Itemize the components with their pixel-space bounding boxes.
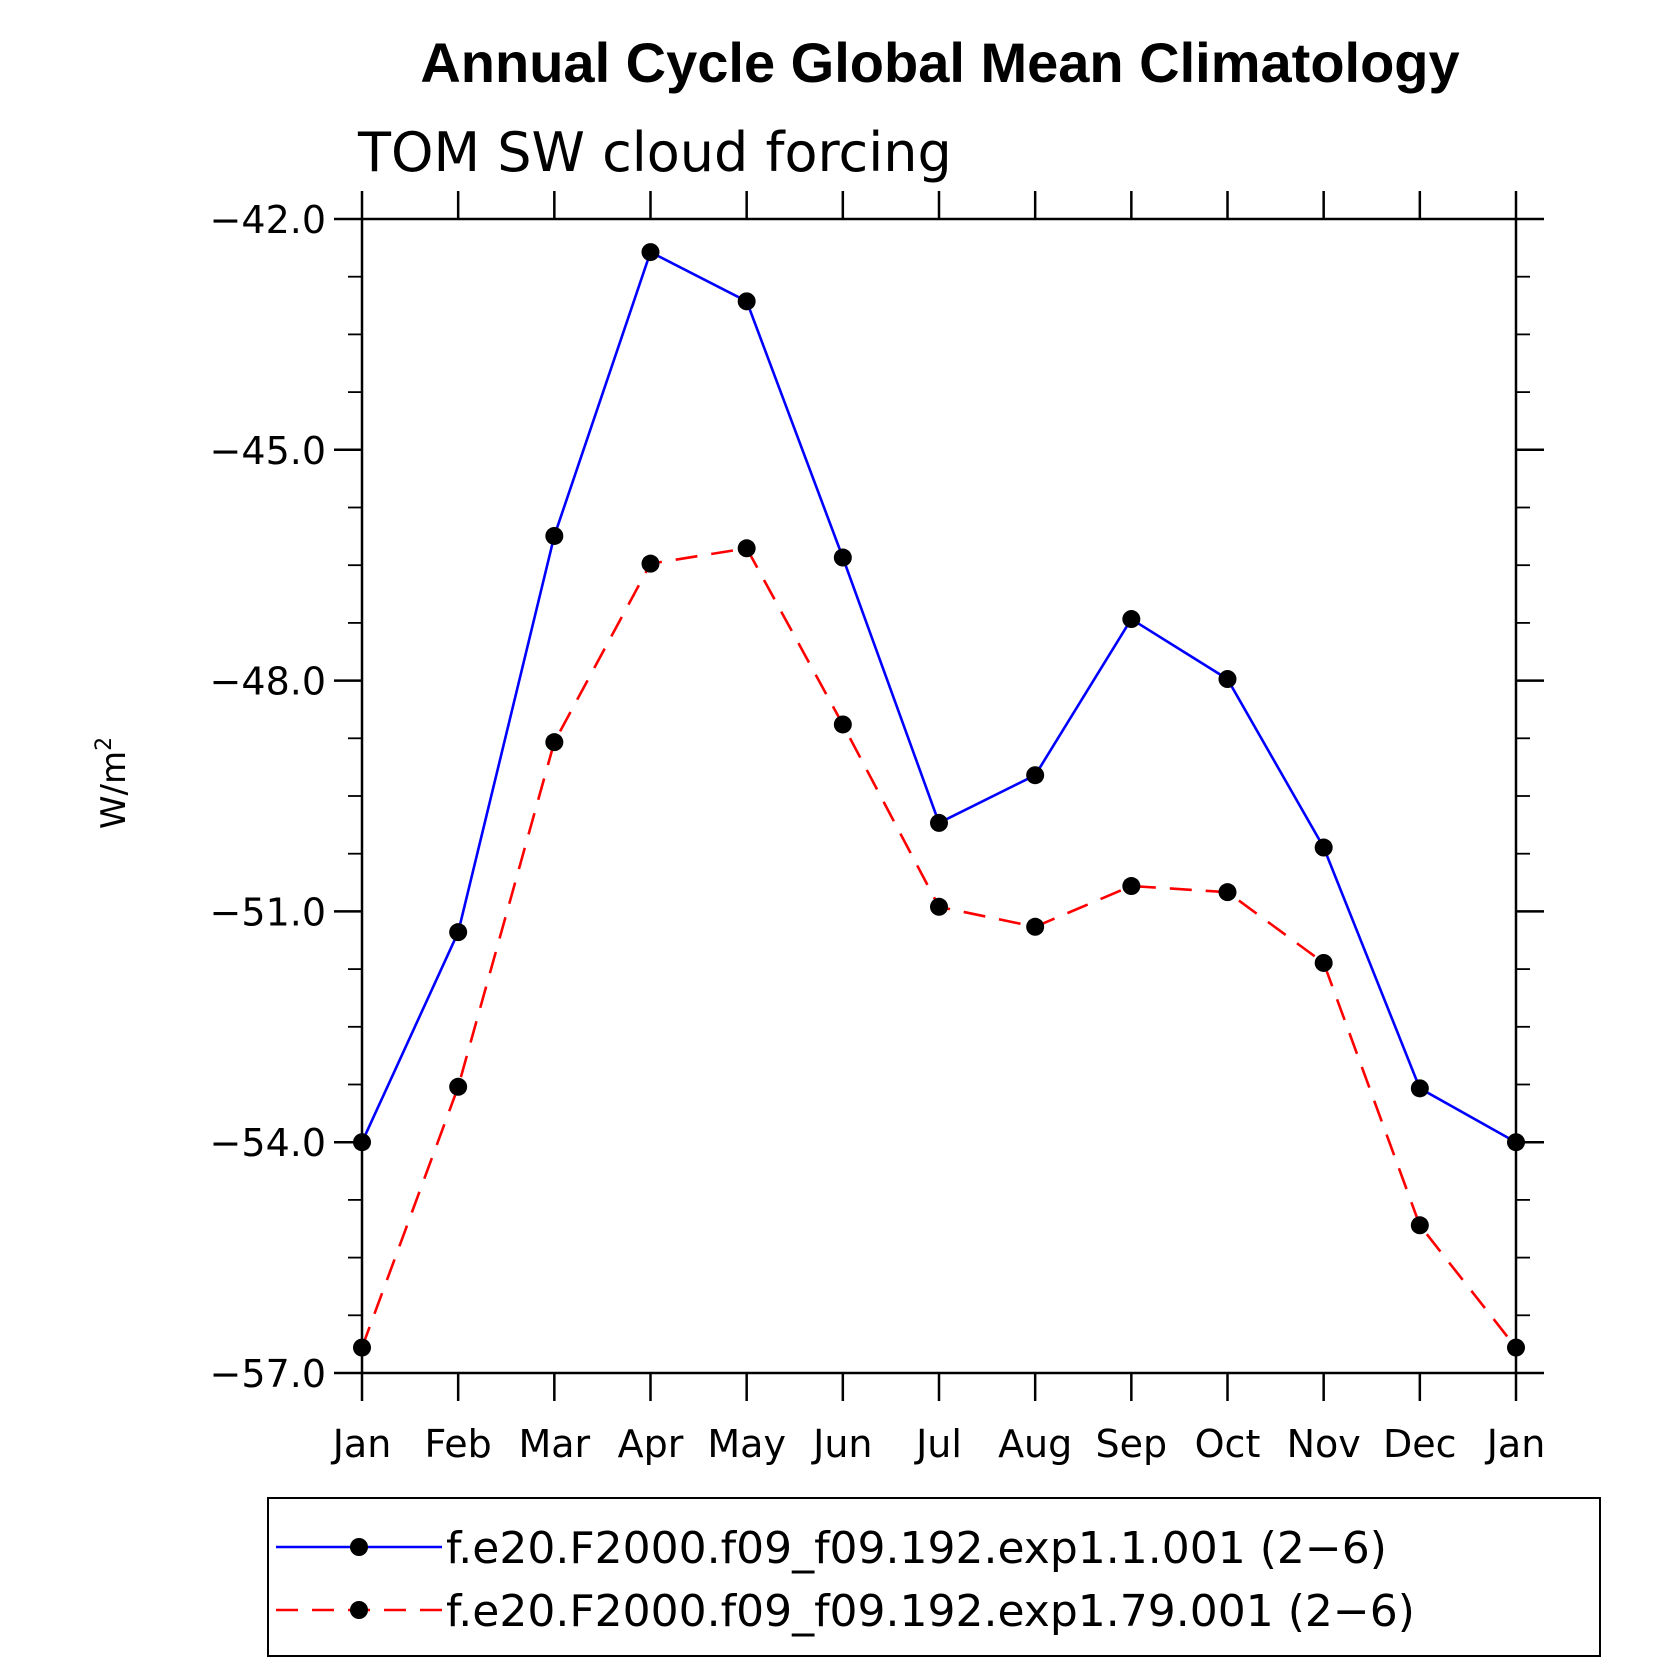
data-point-series-2 [1122,877,1141,896]
data-point-series-2 [1410,1216,1429,1235]
data-point-series-1 [449,923,468,942]
y-tick-label: −54.0 [210,1121,326,1165]
data-point-series-2 [930,897,948,916]
marker-layer [353,243,1525,1357]
y-axis-label-text: W/m [94,751,134,829]
x-tick-label: Jun [811,1422,872,1466]
y-axis-label: W/m2 [92,737,134,829]
x-tick-label: Dec [1383,1422,1457,1466]
data-point-series-1 [833,548,852,567]
x-tick-label: Jan [1485,1422,1546,1466]
data-point-series-2 [1507,1338,1525,1357]
data-point-series-2 [641,554,660,573]
x-tick-label: Sep [1096,1422,1168,1466]
data-point-series-2 [449,1077,468,1096]
y-tick-label: −42.0 [210,198,326,242]
data-point-series-1 [930,813,948,832]
y-tick-label: −45.0 [210,429,326,473]
data-point-series-2 [1026,917,1045,936]
data-point-series-1 [545,526,564,545]
chart-subtitle: TOM SW cloud forcing [357,121,952,184]
x-tick-label: May [707,1422,786,1466]
series-line-1 [360,250,1517,1144]
x-tick-label: Jan [331,1422,392,1466]
x-tick-label: Feb [425,1422,492,1466]
data-point-series-1 [737,292,756,311]
y-tick-label: −51.0 [210,890,326,934]
data-point-series-1 [1026,766,1045,785]
x-tick-label: Jul [914,1422,962,1466]
y-tick-label: −57.0 [210,1352,326,1396]
data-point-series-1 [1314,838,1333,857]
data-point-series-1 [1410,1079,1429,1098]
legend-label-1: f.e20.F2000.f09_f09.192.exp1.1.001 (2−6) [446,1523,1387,1574]
x-tick-label: Nov [1287,1422,1361,1466]
series-line-2 [360,546,1518,1349]
data-point-series-1 [1122,610,1141,629]
x-tick-label: Oct [1195,1422,1261,1466]
data-point-series-2 [545,733,564,752]
data-point-series-2 [833,715,852,734]
y-axis-label-superscript: 2 [92,737,117,751]
x-tick-label: Apr [618,1422,684,1466]
data-point-series-1 [1218,670,1237,689]
data-point-series-2 [1218,883,1237,902]
data-point-series-2 [737,539,756,558]
legend-marker-2 [350,1601,368,1619]
x-tick-label: Mar [518,1422,590,1466]
data-point-series-2 [353,1338,371,1357]
legend-marker-1 [350,1538,368,1556]
data-point-series-2 [1314,953,1333,972]
y-tick-label: −48.0 [210,660,326,704]
data-point-series-1 [353,1133,371,1152]
chart-title: Annual Cycle Global Mean Climatology [420,31,1459,94]
data-point-series-1 [641,243,660,262]
x-tick-label: Aug [998,1422,1072,1466]
legend-box [267,1497,1601,1657]
series-layer [360,250,1518,1349]
legend: f.e20.F2000.f09_f09.192.exp1.1.001 (2−6)… [276,1523,1415,1637]
plot-frame [360,217,1518,1375]
data-point-series-1 [1507,1133,1525,1152]
legend-label-2: f.e20.F2000.f09_f09.192.exp1.79.001 (2−6… [446,1586,1415,1637]
